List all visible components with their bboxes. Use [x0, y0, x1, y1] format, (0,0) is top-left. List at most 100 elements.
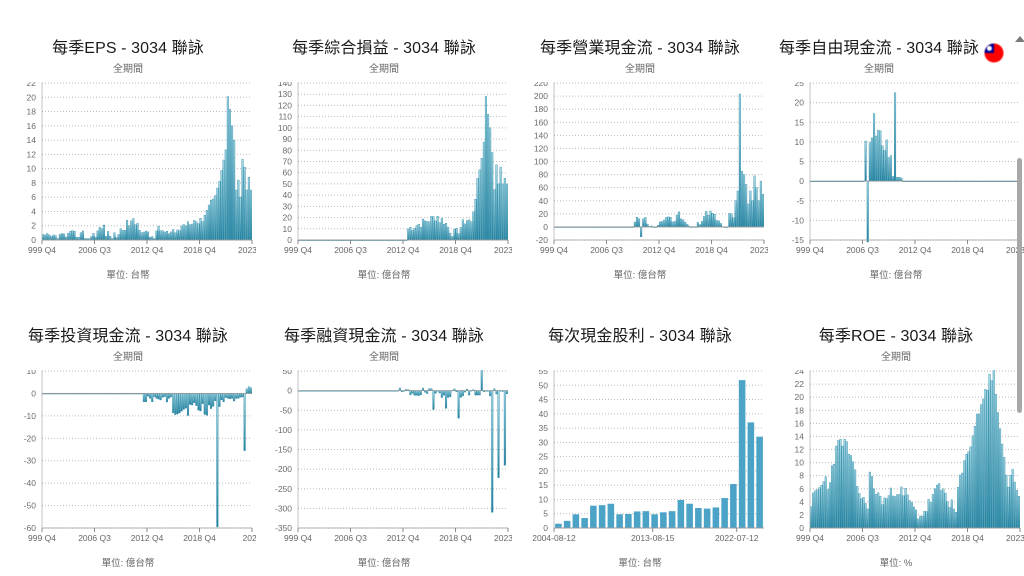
svg-text:-60: -60 [24, 523, 37, 533]
svg-text:50: 50 [283, 179, 293, 189]
svg-text:14: 14 [795, 431, 805, 441]
svg-text:999 Q4: 999 Q4 [540, 245, 568, 255]
svg-text:999 Q4: 999 Q4 [284, 533, 312, 543]
svg-text:25: 25 [539, 452, 549, 462]
svg-text:45: 45 [539, 395, 549, 405]
svg-text:120: 120 [534, 143, 548, 153]
svg-text:0: 0 [799, 176, 804, 186]
svg-text:0: 0 [287, 235, 292, 245]
svg-text:120: 120 [278, 100, 292, 110]
svg-text:2006 Q3: 2006 Q3 [590, 245, 623, 255]
svg-text:30: 30 [539, 437, 549, 447]
svg-text:-350: -350 [275, 523, 292, 533]
svg-text:999 Q4: 999 Q4 [796, 533, 824, 543]
svg-text:30: 30 [283, 201, 293, 211]
svg-text:130: 130 [278, 89, 292, 99]
svg-text:2012 Q4: 2012 Q4 [899, 533, 932, 543]
svg-text:-300: -300 [275, 503, 292, 513]
svg-text:2: 2 [799, 510, 804, 520]
svg-text:20: 20 [795, 98, 805, 108]
svg-text:0: 0 [543, 222, 548, 232]
svg-text:16: 16 [27, 121, 37, 131]
svg-text:0: 0 [31, 235, 36, 245]
svg-text:12: 12 [27, 149, 37, 159]
svg-text:2006 Q3: 2006 Q3 [334, 533, 367, 543]
svg-text:2023 Q: 2023 Q [1006, 533, 1024, 543]
svg-text:160: 160 [534, 117, 548, 127]
svg-text:10: 10 [795, 137, 805, 147]
svg-text:10: 10 [283, 224, 293, 234]
svg-text:-20: -20 [24, 433, 37, 443]
svg-text:2012 Q4: 2012 Q4 [131, 533, 164, 543]
svg-text:22: 22 [27, 82, 37, 88]
svg-text:110: 110 [278, 112, 292, 122]
svg-text:2018 Q4: 2018 Q4 [951, 245, 984, 255]
svg-text:50: 50 [539, 380, 549, 390]
svg-text:20: 20 [539, 209, 549, 219]
svg-text:2018 Q4: 2018 Q4 [439, 533, 472, 543]
svg-text:14: 14 [27, 135, 37, 145]
svg-text:22: 22 [795, 379, 805, 389]
svg-text:140: 140 [278, 82, 292, 88]
svg-text:10: 10 [27, 370, 37, 376]
svg-text:80: 80 [539, 170, 549, 180]
svg-text:24: 24 [795, 370, 805, 376]
svg-text:20: 20 [795, 392, 805, 402]
svg-text:-10: -10 [792, 215, 805, 225]
svg-text:-10: -10 [24, 411, 37, 421]
svg-text:140: 140 [534, 130, 548, 140]
svg-text:2012 Q4: 2012 Q4 [387, 245, 420, 255]
svg-text:2006 Q3: 2006 Q3 [846, 533, 879, 543]
svg-text:40: 40 [283, 190, 293, 200]
svg-text:2023: 2023 [243, 533, 256, 543]
svg-text:-250: -250 [275, 484, 292, 494]
svg-text:2022-07-12: 2022-07-12 [715, 533, 759, 543]
svg-text:35: 35 [539, 423, 549, 433]
svg-text:2012 Q4: 2012 Q4 [643, 245, 676, 255]
svg-text:-15: -15 [792, 235, 805, 245]
svg-text:180: 180 [534, 104, 548, 114]
svg-text:90: 90 [283, 134, 293, 144]
svg-text:2006 Q3: 2006 Q3 [78, 533, 111, 543]
svg-text:40: 40 [539, 196, 549, 206]
svg-text:60: 60 [539, 183, 549, 193]
svg-text:0: 0 [31, 388, 36, 398]
svg-text:40: 40 [539, 409, 549, 419]
svg-text:2018 Q4: 2018 Q4 [439, 245, 472, 255]
svg-text:20: 20 [539, 466, 549, 476]
svg-text:4: 4 [799, 497, 804, 507]
svg-text:999 Q4: 999 Q4 [28, 245, 56, 255]
svg-text:100: 100 [534, 157, 548, 167]
svg-text:2013-08-15: 2013-08-15 [631, 533, 675, 543]
svg-text:18: 18 [27, 107, 37, 117]
svg-text:2012 Q4: 2012 Q4 [131, 245, 164, 255]
svg-text:2006 Q3: 2006 Q3 [846, 245, 879, 255]
svg-text:999 Q4: 999 Q4 [796, 245, 824, 255]
svg-text:0: 0 [543, 523, 548, 533]
svg-text:-50: -50 [24, 501, 37, 511]
svg-text:100: 100 [278, 123, 292, 133]
svg-text:2023 Q: 2023 Q [494, 533, 512, 543]
svg-text:200: 200 [534, 91, 548, 101]
svg-text:80: 80 [283, 145, 293, 155]
svg-text:0: 0 [799, 523, 804, 533]
svg-text:-30: -30 [24, 456, 37, 466]
svg-text:15: 15 [539, 480, 549, 490]
svg-text:2012 Q4: 2012 Q4 [387, 533, 420, 543]
svg-text:-20: -20 [536, 235, 549, 245]
svg-text:2018 Q4: 2018 Q4 [183, 533, 216, 543]
svg-text:10: 10 [27, 164, 37, 174]
svg-text:2023 Q: 2023 Q [750, 245, 768, 255]
svg-text:10: 10 [539, 494, 549, 504]
svg-text:2: 2 [31, 221, 36, 231]
svg-text:18: 18 [795, 405, 805, 415]
svg-text:10: 10 [795, 458, 805, 468]
svg-text:-5: -5 [796, 196, 804, 206]
svg-text:2023 Q: 2023 Q [494, 245, 512, 255]
svg-text:999 Q4: 999 Q4 [28, 533, 56, 543]
svg-text:15: 15 [795, 117, 805, 127]
svg-text:5: 5 [799, 157, 804, 167]
svg-text:8: 8 [799, 471, 804, 481]
svg-text:6: 6 [799, 484, 804, 494]
svg-text:-40: -40 [24, 478, 37, 488]
